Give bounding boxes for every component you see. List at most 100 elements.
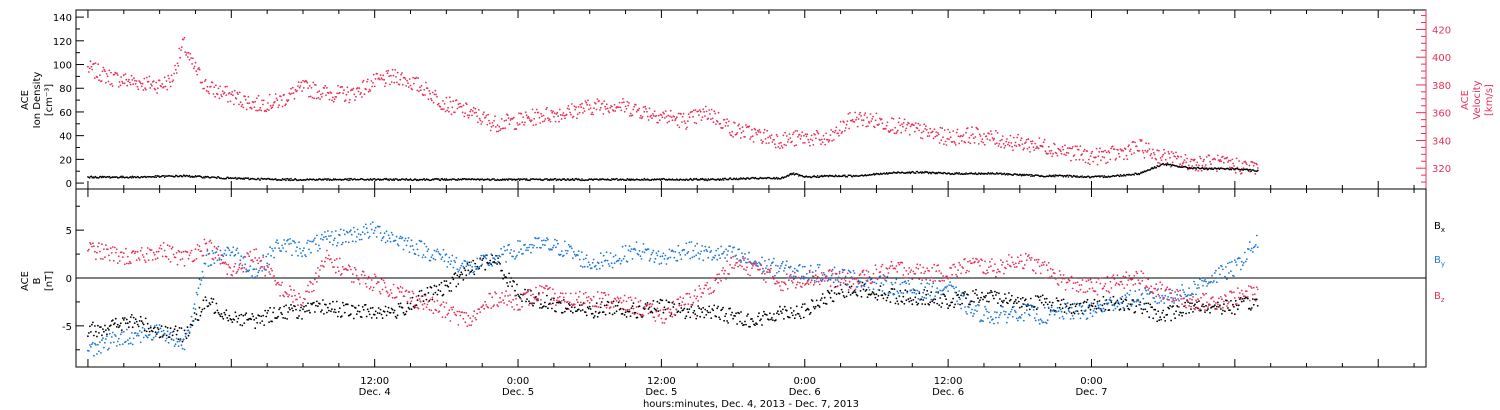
data-point [1052,309,1055,311]
data-point [945,144,948,146]
data-point [333,308,336,311]
data-point [501,269,503,272]
data-point [853,289,856,292]
data-point [1189,302,1191,305]
data-point [954,144,957,146]
data-point [643,110,646,113]
data-point [922,130,925,133]
data-point [552,246,554,249]
data-point [743,323,745,326]
data-point [702,259,705,262]
data-point [1209,311,1211,314]
data-point [801,303,804,306]
data-point [1100,159,1102,162]
data-point [921,303,924,305]
density-tick-label: 60 [59,108,72,119]
data-point [280,311,282,314]
data-point [326,311,328,314]
data-point [308,95,310,98]
data-point [884,127,887,130]
data-point [754,324,756,327]
data-point [323,87,326,89]
data-point [985,294,987,297]
data-point [269,104,272,107]
data-point [733,122,736,124]
data-point [361,81,364,83]
data-point [1185,161,1188,164]
data-point [770,318,772,321]
data-point [392,74,395,77]
data-point [614,305,617,307]
data-point [933,301,936,304]
data-point [298,241,300,244]
data-point [291,254,293,257]
data-point [475,268,478,270]
data-point [1144,149,1147,152]
data-point [928,135,931,137]
data-point [400,73,402,76]
data-point [529,243,531,246]
data-point [577,250,580,253]
data-point [341,241,344,244]
data-point [839,281,842,284]
data-point [545,108,548,111]
data-point [710,108,713,111]
data-point [180,46,183,48]
data-point [882,297,885,300]
data-point [390,81,393,83]
data-point [591,261,594,264]
data-point [703,316,706,319]
data-point [789,137,792,140]
data-point [1066,147,1069,150]
data-point [814,305,817,308]
data-point [890,129,892,132]
data-point [1252,303,1255,306]
data-point [447,260,450,263]
data-point [774,146,777,149]
data-point [634,249,637,251]
data-point [479,258,482,261]
data-point [1228,166,1231,169]
data-point [914,122,917,124]
data-point [694,313,697,315]
data-point [692,179,694,181]
data-point [899,289,902,292]
data-point [930,298,933,301]
data-point [107,327,109,330]
data-point [100,176,103,179]
data-point [656,300,659,303]
data-point [100,326,102,328]
data-point [111,319,114,322]
data-point [362,308,365,311]
data-point [983,314,985,316]
data-point [246,102,249,105]
data-point [626,261,629,263]
data-point [244,98,247,101]
data-point [1235,304,1238,307]
data-point [1241,162,1244,165]
data-point [747,313,749,316]
data-point [734,178,737,181]
data-point [681,115,684,118]
data-point [371,85,373,88]
data-point [505,261,507,263]
data-point [238,91,241,94]
data-point [791,140,793,143]
data-point [609,252,612,255]
data-point [977,173,979,175]
data-point [326,238,328,241]
data-point [241,103,244,106]
data-point [497,257,499,259]
data-point [783,270,785,272]
data-point [653,261,656,264]
data-point [544,118,547,120]
data-point [866,296,869,298]
data-point [135,334,138,337]
data-point [819,139,821,142]
data-point [335,96,338,98]
data-point [747,258,749,261]
data-point [547,307,549,310]
data-point [906,123,909,126]
data-point [692,249,695,252]
data-point [937,132,939,134]
